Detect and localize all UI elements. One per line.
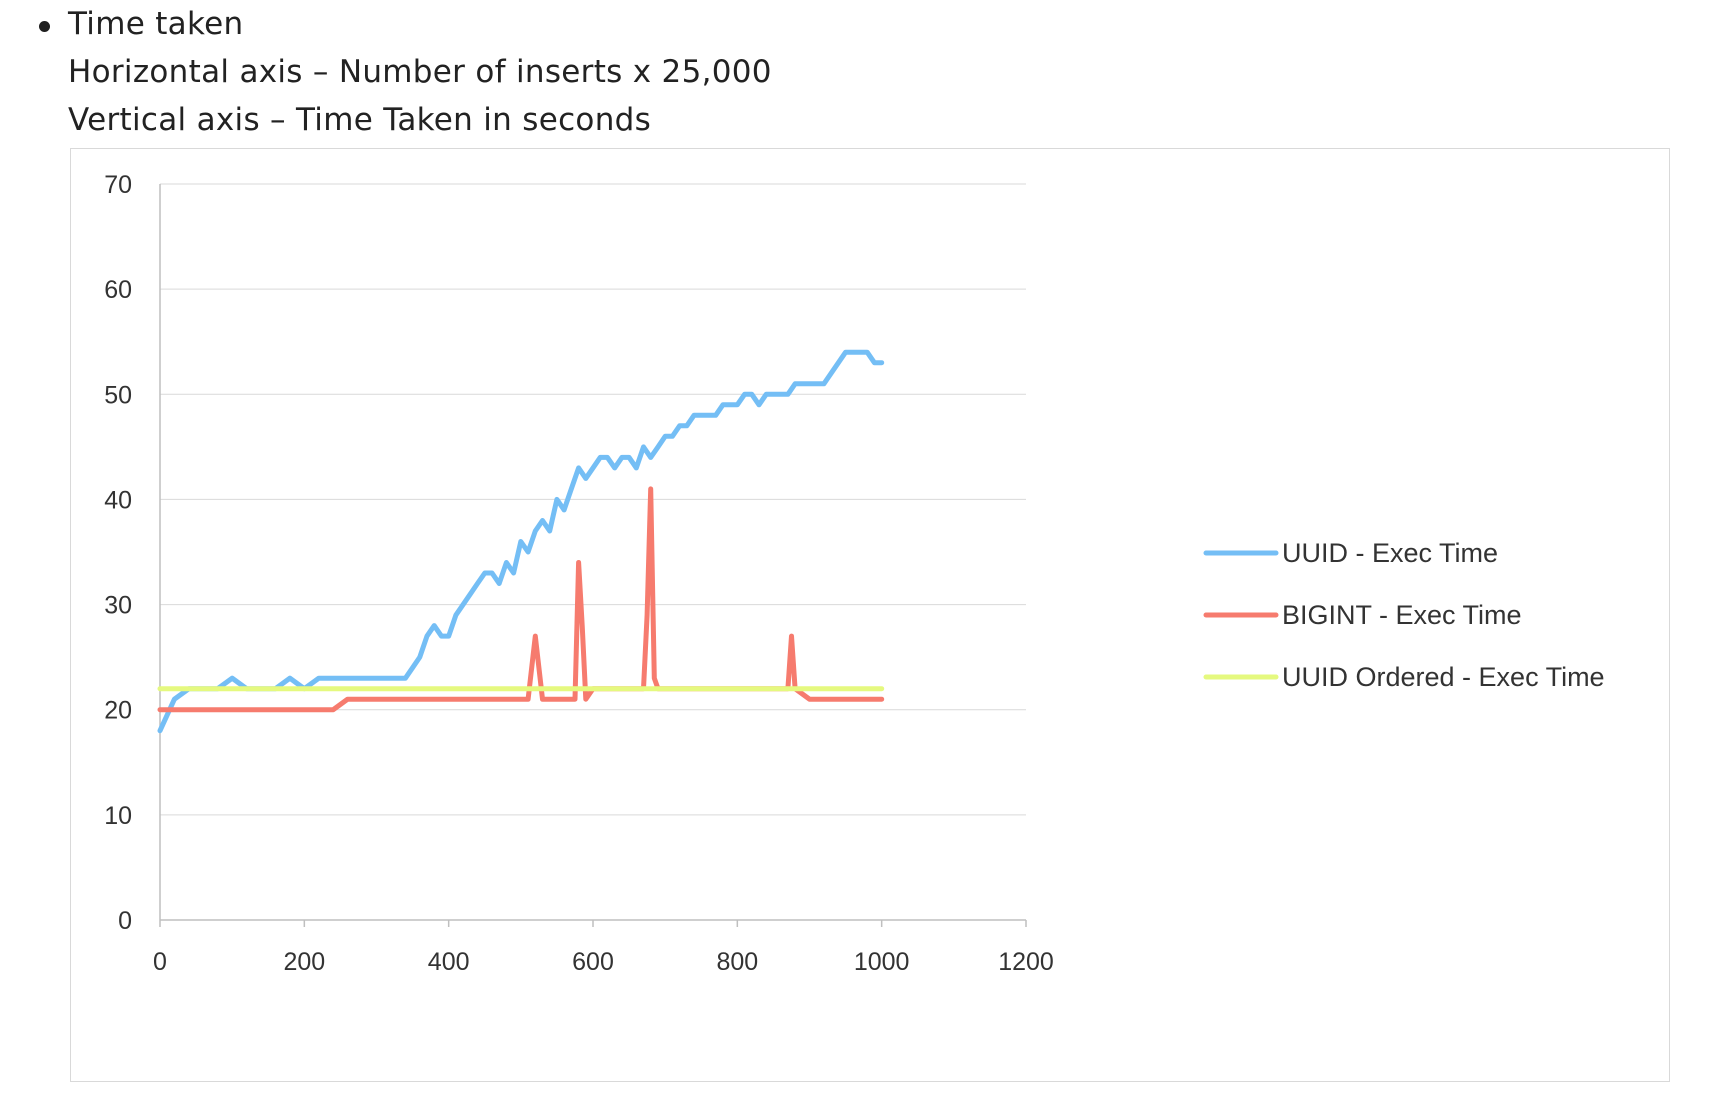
series-line-1: [157, 349, 885, 734]
x-tick-label-600: 600: [572, 948, 614, 976]
line-chart: 0 10 20 30 40 50 60 70 0 200 400 600 800 1000 1200 UUI…: [104, 171, 1605, 976]
x-tick-label-200: 200: [283, 948, 325, 976]
y-tick-label-60: 60: [104, 276, 132, 304]
y-tick-label-20: 20: [104, 697, 132, 725]
x-tick-label-0: 0: [153, 948, 167, 976]
series-lines: [157, 349, 885, 734]
bullet-dot: [39, 21, 50, 32]
bullet-heading: Time taken: [68, 6, 244, 42]
horizontal-axis-description: Horizontal axis – Number of inserts x 25…: [68, 54, 772, 90]
y-tick-label-70: 70: [104, 171, 132, 199]
grid-lines: [160, 183, 1026, 816]
x-tick-label-800: 800: [716, 948, 758, 976]
series-line-2: [157, 486, 885, 713]
legend-label-2: BIGINT - Exec Time: [1282, 600, 1522, 630]
y-tick-label-50: 50: [104, 381, 132, 409]
x-tick-label-1200: 1200: [998, 948, 1054, 976]
axes: 0 10 20 30 40 50 60 70 0 200 400 600 800 1000 1200: [104, 171, 1054, 976]
vertical-axis-description: Vertical axis – Time Taken in seconds: [68, 102, 652, 138]
x-tick-label-1000: 1000: [854, 948, 910, 976]
x-tick-label-400: 400: [428, 948, 470, 976]
y-tick-label-10: 10: [104, 802, 132, 830]
y-tick-label-40: 40: [104, 486, 132, 514]
y-tick-label-0: 0: [118, 907, 132, 935]
y-tick-label-30: 30: [104, 592, 132, 620]
chart-frame: 0 10 20 30 40 50 60 70 0 200 400 600 800 1000 1200 UUI…: [70, 148, 1670, 1082]
legend-label-1: UUID - Exec Time: [1282, 538, 1498, 568]
legend: UUID - Exec Time BIGINT - Exec Time UUID O…: [1203, 538, 1605, 692]
legend-label-3: UUID Ordered - Exec Time: [1282, 662, 1605, 692]
